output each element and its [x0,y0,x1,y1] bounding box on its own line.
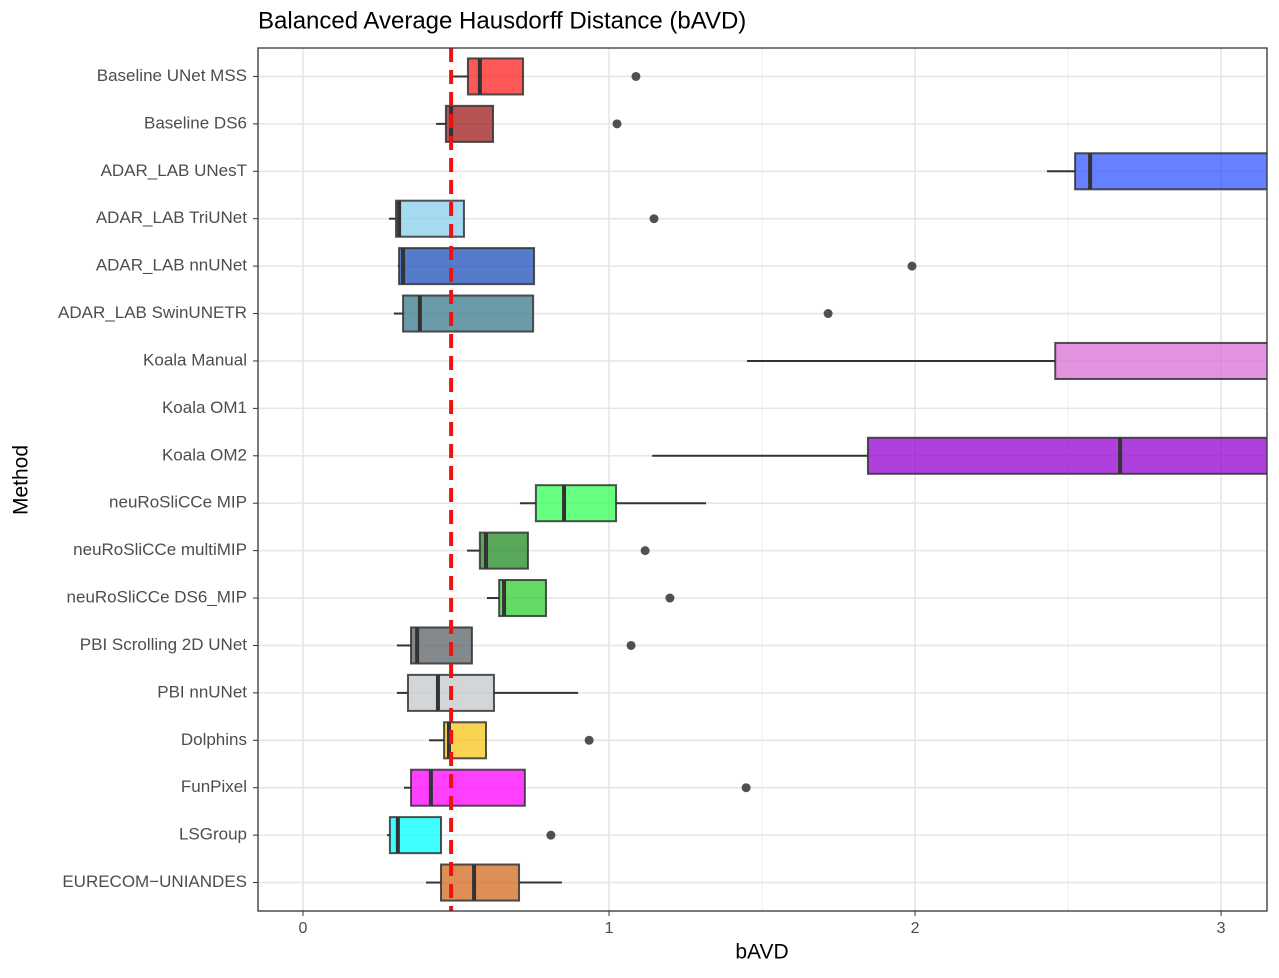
box [402,294,535,333]
box [398,247,536,286]
y-tick-label: Koala OM1 [162,398,247,417]
x-tick-label: 3 [1217,920,1226,937]
y-tick-label: neuRoSliCCe MIP [109,493,247,512]
outlier [584,735,594,745]
y-tick-label: ADAR_LAB SwinUNETR [58,303,247,322]
y-tick-label: FunPixel [181,777,247,796]
x-tick-label: 2 [911,920,920,937]
box [440,863,521,902]
box [534,484,618,523]
y-tick-label: LSGroup [179,825,247,844]
box [410,768,526,807]
y-tick-label: ADAR_LAB UNesT [101,161,247,180]
y-tick-label: PBI Scrolling 2D UNet [80,635,248,654]
box [395,199,465,238]
box [498,579,547,618]
y-tick-label: Koala OM2 [162,445,247,464]
y-tick-label: PBI nnUNet [157,682,247,701]
box [1074,152,1267,191]
y-axis-title: Method [10,445,33,515]
plot-border [257,47,1268,912]
outlier [665,593,675,603]
outlier [631,71,641,81]
y-tick-label: Baseline DS6 [144,113,247,132]
box [410,626,473,665]
outlier [741,783,751,793]
box [466,57,525,96]
x-tick-label: 1 [605,920,614,937]
axis-labels: 0 1 2 3 Baseline UNet MSS Baseline DS6 ADAR_LA… [58,66,1226,937]
box [866,436,1267,475]
outlier [649,214,659,224]
x-tick-label: 0 [299,920,308,937]
y-tick-label: Koala Manual [143,350,247,369]
chart-title: Balanced Average Hausdorff Distance (bAV… [258,7,746,34]
y-tick-label: ADAR_LAB TriUNet [96,208,247,227]
plot-area [387,48,1267,911]
outlier [626,640,636,650]
y-tick-label: neuRoSliCCe multiMIP [73,540,247,559]
y-tick-label: neuRoSliCCe DS6_MIP [67,588,247,607]
y-tick-label: Baseline UNet MSS [97,66,247,85]
box [444,104,495,143]
box [1054,341,1267,380]
y-tick-label: Dolphins [181,730,247,749]
y-tick-label: ADAR_LAB nnUNet [96,256,247,275]
outlier [907,261,917,271]
y-tick-label: EURECOM−UNIANDES [62,872,247,891]
outlier [640,546,650,556]
grid [258,48,1267,911]
outlier [823,309,833,319]
x-axis-title: bAVD [735,941,788,964]
outlier [546,830,556,840]
outlier [612,119,622,129]
